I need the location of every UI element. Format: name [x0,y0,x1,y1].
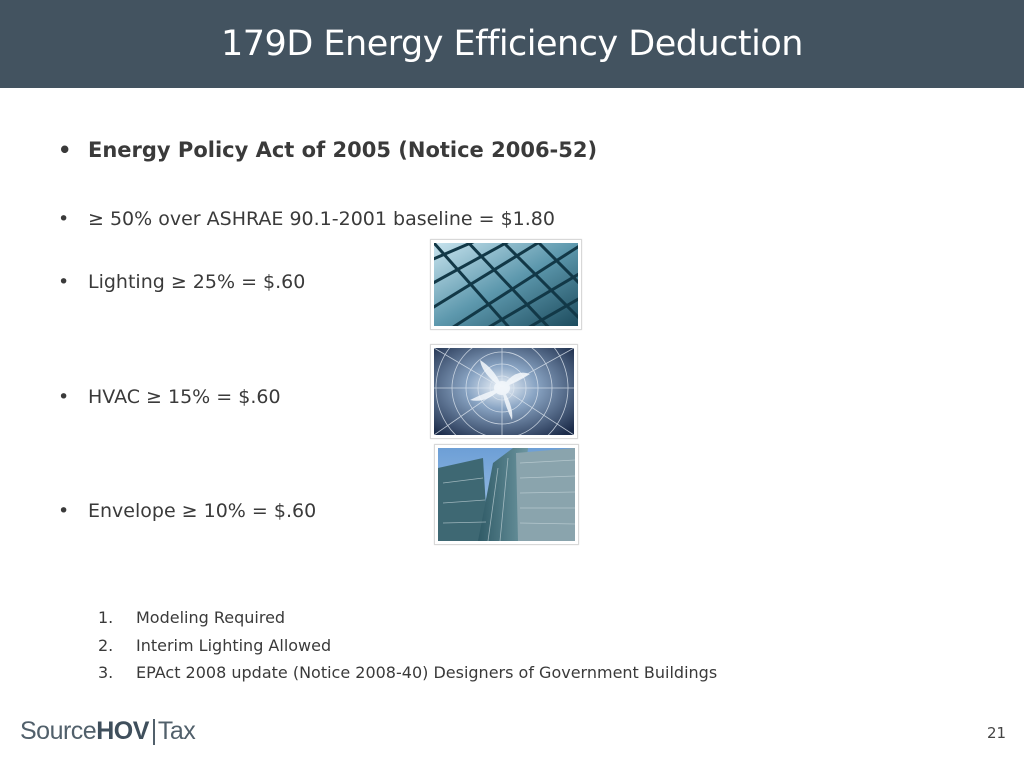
item-text: EPAct 2008 update (Notice 2008-40) Desig… [136,663,718,682]
title-bar: 179D Energy Efficiency Deduction [0,0,1024,88]
bullet-item: • ≥ 50% over ASHRAE 90.1-2001 baseline = … [58,208,555,230]
bullet-text: Energy Policy Act of 2005 (Notice 2006-5… [88,138,598,162]
logo-hov-text: HOV [96,717,149,745]
numbered-item: 2. Interim Lighting Allowed [98,636,331,655]
bullet-item: • Energy Policy Act of 2005 (Notice 2006-… [58,138,597,162]
numbered-item: 3. EPAct 2008 update (Notice 2008-40) Des… [98,663,717,682]
logo-tax-text: Tax [157,717,196,745]
bullet-item: • Lighting ≥ 25% = $.60 [58,271,305,293]
slide-title: 179D Energy Efficiency Deduction [221,24,803,64]
item-number: 1. [98,608,114,627]
bullet-text: Lighting ≥ 25% = $.60 [88,271,306,293]
bullet-item: • HVAC ≥ 15% = $.60 [58,386,281,408]
bullet-dot: • [58,500,70,522]
bullet-text: HVAC ≥ 15% = $.60 [88,386,281,408]
bullet-dot: • [58,208,70,230]
bullet-text: Envelope ≥ 10% = $.60 [88,500,317,522]
company-logo: Source HOV Tax [20,717,196,746]
item-number: 3. [98,663,114,682]
bullet-dot: • [58,138,72,162]
lighting-photo [430,239,582,330]
item-text: Modeling Required [136,608,286,627]
bullet-dot: • [58,271,70,293]
building-envelope-photo [434,444,579,545]
bullet-dot: • [58,386,70,408]
hvac-fan-photo [430,344,578,439]
bullet-item: • Envelope ≥ 10% = $.60 [58,500,316,522]
logo-divider [152,718,155,745]
page-number: 21 [987,724,1007,742]
item-text: Interim Lighting Allowed [136,636,332,655]
numbered-item: 1. Modeling Required [98,608,285,627]
logo-source-text: Source [20,717,97,745]
item-number: 2. [98,636,114,655]
bullet-text: ≥ 50% over ASHRAE 90.1-2001 baseline = $… [88,208,555,230]
